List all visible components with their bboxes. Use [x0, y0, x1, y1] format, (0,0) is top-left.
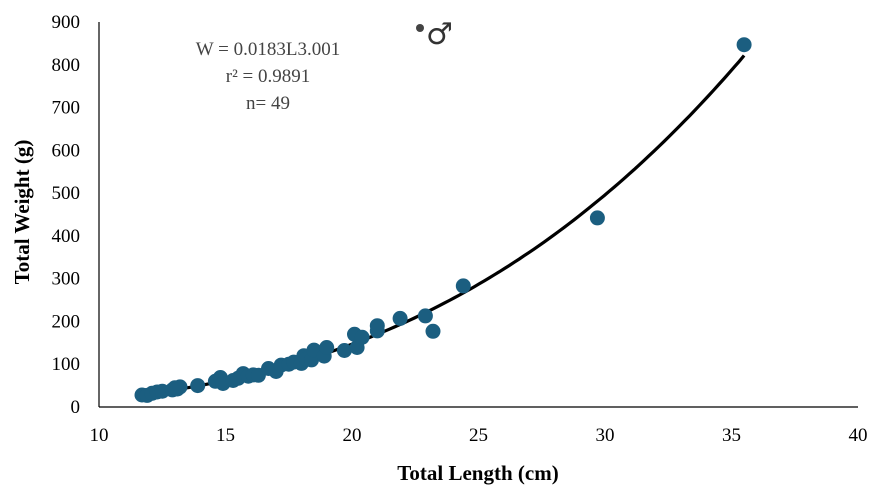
male-symbol-icon: ♂	[426, 17, 453, 52]
y-tick-labels: 0 100 200 300 400 500 600 700 800 900	[52, 12, 81, 418]
y-axis-title: Total Weight (g)	[10, 140, 34, 285]
x-tick-label: 25	[469, 425, 488, 446]
y-tick-label: 700	[52, 98, 81, 119]
x-tick-label: 30	[596, 425, 615, 446]
x-tick-label: 20	[343, 425, 362, 446]
data-point	[354, 329, 370, 345]
data-point	[392, 310, 408, 326]
data-point	[425, 323, 441, 339]
y-tick-label: 500	[52, 183, 81, 204]
data-point	[172, 379, 188, 395]
x-tick-label: 10	[90, 425, 109, 446]
r-squared-annotation: r² = 0.9891	[226, 66, 311, 87]
data-point	[336, 343, 352, 358]
data-point	[589, 210, 605, 226]
y-tick-label: 600	[52, 140, 81, 161]
x-tick-labels: 10 15 20 25 30 35 40	[90, 425, 868, 446]
y-tick-label: 200	[52, 311, 81, 332]
n-annotation: n= 49	[246, 93, 290, 114]
data-point	[190, 378, 206, 394]
y-tick-label: 900	[52, 12, 81, 33]
data-point	[455, 278, 471, 294]
y-tick-label: 800	[52, 55, 81, 76]
x-axis-title: Total Length (cm)	[397, 461, 558, 485]
x-tick-label: 15	[216, 425, 235, 446]
x-tick-label: 35	[722, 425, 741, 446]
y-tick-label: 300	[52, 269, 81, 290]
data-point	[417, 308, 433, 324]
data-points	[134, 37, 752, 403]
y-tick-label: 400	[52, 226, 81, 247]
y-tick-label: 100	[52, 354, 81, 375]
trend-line	[144, 54, 746, 396]
y-tick-label: 0	[71, 397, 81, 418]
x-tick-label: 40	[849, 425, 868, 446]
axes	[98, 22, 858, 408]
data-point	[319, 340, 335, 355]
legend-marker-dot	[416, 24, 424, 32]
data-point	[736, 37, 752, 53]
equation-annotation: W = 0.0183L3.001	[196, 39, 340, 60]
data-point	[369, 318, 385, 334]
